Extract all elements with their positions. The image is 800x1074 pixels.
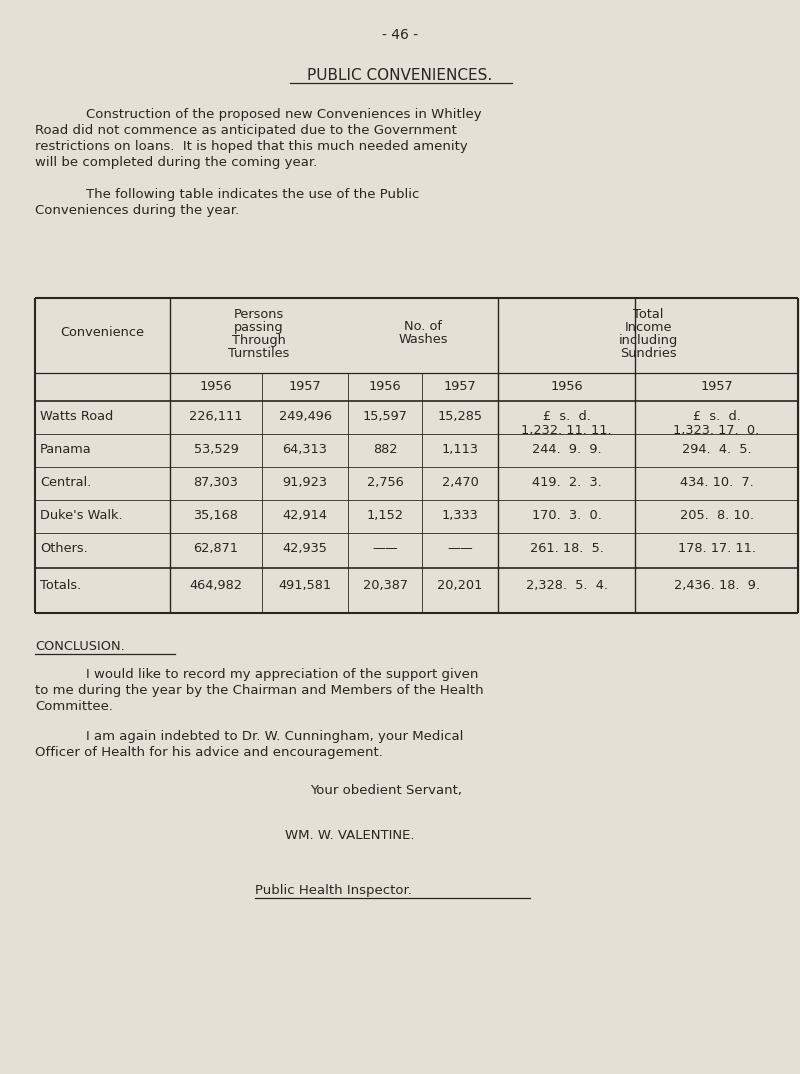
Text: Conveniences during the year.: Conveniences during the year.: [35, 204, 239, 217]
Text: Central.: Central.: [40, 476, 91, 489]
Text: 53,529: 53,529: [194, 442, 238, 456]
Text: 1956: 1956: [369, 380, 402, 393]
Text: to me during the year by the Chairman and Members of the Health: to me during the year by the Chairman an…: [35, 684, 484, 697]
Text: 35,168: 35,168: [194, 509, 238, 522]
Text: 1956: 1956: [200, 380, 232, 393]
Text: 1,113: 1,113: [442, 442, 478, 456]
Text: ——: ——: [372, 542, 398, 555]
Text: will be completed during the coming year.: will be completed during the coming year…: [35, 156, 318, 169]
Text: 1,152: 1,152: [366, 509, 403, 522]
Text: 2,470: 2,470: [442, 476, 478, 489]
Text: Washes: Washes: [398, 333, 448, 346]
Text: 1,232. 11. 11.: 1,232. 11. 11.: [521, 424, 612, 437]
Text: 15,285: 15,285: [438, 410, 482, 423]
Text: The following table indicates the use of the Public: The following table indicates the use of…: [35, 188, 419, 201]
Text: 2,756: 2,756: [366, 476, 403, 489]
Text: 64,313: 64,313: [282, 442, 327, 456]
Text: restrictions on loans.  It is hoped that this much needed amenity: restrictions on loans. It is hoped that …: [35, 140, 468, 153]
Text: 464,982: 464,982: [190, 579, 242, 592]
Text: 434. 10.  7.: 434. 10. 7.: [680, 476, 754, 489]
Text: - 46 -: - 46 -: [382, 28, 418, 42]
Text: 91,923: 91,923: [282, 476, 327, 489]
Text: 1957: 1957: [289, 380, 322, 393]
Text: ——: ——: [447, 542, 473, 555]
Text: 2,436. 18.  9.: 2,436. 18. 9.: [674, 579, 759, 592]
Text: 170.  3.  0.: 170. 3. 0.: [531, 509, 602, 522]
Text: Others.: Others.: [40, 542, 88, 555]
Text: 42,935: 42,935: [282, 542, 327, 555]
Text: 20,201: 20,201: [438, 579, 482, 592]
Text: 87,303: 87,303: [194, 476, 238, 489]
Text: 491,581: 491,581: [278, 579, 331, 592]
Text: 62,871: 62,871: [194, 542, 238, 555]
Text: PUBLIC CONVENIENCES.: PUBLIC CONVENIENCES.: [307, 68, 493, 83]
Text: 882: 882: [373, 442, 398, 456]
Text: Officer of Health for his advice and encouragement.: Officer of Health for his advice and enc…: [35, 746, 383, 759]
Text: Committee.: Committee.: [35, 700, 113, 713]
Text: 1956: 1956: [550, 380, 583, 393]
Text: 20,387: 20,387: [362, 579, 407, 592]
Text: Watts Road: Watts Road: [40, 410, 114, 423]
Text: Through: Through: [232, 334, 286, 347]
Text: CONCLUSION.: CONCLUSION.: [35, 640, 125, 653]
Text: 244.  9.  9.: 244. 9. 9.: [532, 442, 602, 456]
Text: I am again indebted to Dr. W. Cunningham, your Medical: I am again indebted to Dr. W. Cunningham…: [35, 730, 463, 743]
Text: 1,333: 1,333: [442, 509, 478, 522]
Text: 261. 18.  5.: 261. 18. 5.: [530, 542, 603, 555]
Text: 42,914: 42,914: [282, 509, 327, 522]
Text: 15,597: 15,597: [362, 410, 407, 423]
Text: Total: Total: [633, 308, 663, 321]
Text: Public Health Inspector.: Public Health Inspector.: [255, 884, 412, 897]
Text: Turnstiles: Turnstiles: [228, 347, 290, 360]
Text: 249,496: 249,496: [278, 410, 331, 423]
Text: including: including: [618, 334, 678, 347]
Text: £  s.  d.: £ s. d.: [542, 410, 590, 423]
Text: Road did not commence as anticipated due to the Government: Road did not commence as anticipated due…: [35, 124, 457, 137]
Text: I would like to record my appreciation of the support given: I would like to record my appreciation o…: [35, 668, 478, 681]
Text: Sundries: Sundries: [620, 347, 676, 360]
Text: Panama: Panama: [40, 442, 92, 456]
Text: passing: passing: [234, 321, 284, 334]
Text: Persons: Persons: [234, 308, 284, 321]
Text: Totals.: Totals.: [40, 579, 82, 592]
Text: Your obedient Servant,: Your obedient Servant,: [310, 784, 462, 797]
Text: Duke's Walk.: Duke's Walk.: [40, 509, 122, 522]
Text: 419.  2.  3.: 419. 2. 3.: [532, 476, 602, 489]
Text: 226,111: 226,111: [190, 410, 242, 423]
Text: 205.  8. 10.: 205. 8. 10.: [679, 509, 754, 522]
Text: 2,328.  5.  4.: 2,328. 5. 4.: [526, 579, 607, 592]
Text: WM. W. VALENTINE.: WM. W. VALENTINE.: [285, 829, 414, 842]
Text: 1957: 1957: [444, 380, 476, 393]
Text: 178. 17. 11.: 178. 17. 11.: [678, 542, 755, 555]
Text: No. of: No. of: [404, 320, 442, 333]
Text: Construction of the proposed new Conveniences in Whitley: Construction of the proposed new Conveni…: [35, 108, 482, 121]
Text: Income: Income: [624, 321, 672, 334]
Text: 1957: 1957: [700, 380, 733, 393]
Text: Convenience: Convenience: [61, 326, 145, 339]
Text: 294.  4.  5.: 294. 4. 5.: [682, 442, 751, 456]
Text: 1,323. 17.  0.: 1,323. 17. 0.: [674, 424, 760, 437]
Text: £  s.  d.: £ s. d.: [693, 410, 741, 423]
